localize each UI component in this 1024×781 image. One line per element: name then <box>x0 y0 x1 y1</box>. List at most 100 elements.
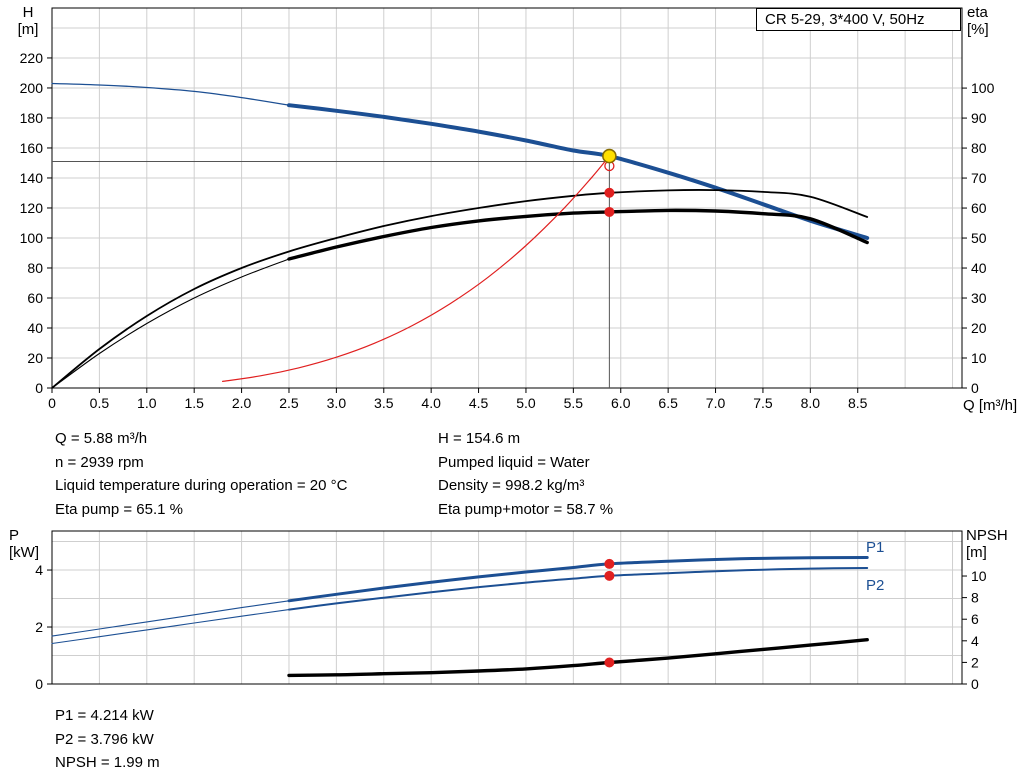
x-tick-label: 8.5 <box>848 395 868 411</box>
info-density: Density = 998.2 kg/m³ <box>438 477 585 494</box>
info-speed: n = 2939 rpm <box>55 453 144 471</box>
right-tick-label: 8 <box>971 590 979 606</box>
x-tick-label: 5.5 <box>564 395 584 411</box>
p2-point <box>604 570 615 581</box>
p2-series-label: P2 <box>866 577 885 594</box>
right-tick-label: 0 <box>971 676 979 692</box>
npsh-axis-unit: [m] <box>966 544 987 561</box>
duty-info-right: H = 154.6 m Pumped liquid = Water Densit… <box>438 427 613 521</box>
info-head: H = 154.6 m <box>438 430 521 447</box>
eta-pump-motor-curve <box>287 208 869 261</box>
x-tick-label: 4.5 <box>469 395 489 411</box>
left-tick-label: 80 <box>27 260 43 276</box>
p2-curve <box>288 567 869 611</box>
result-npsh: NPSH = 1.99 m <box>55 754 160 771</box>
right-tick-label: 70 <box>971 170 987 186</box>
x-tick-label: 8.0 <box>801 395 821 411</box>
h-axis-unit: [m] <box>17 21 39 38</box>
plot-border <box>51 7 963 389</box>
left-tick-label: 40 <box>27 320 43 336</box>
eta-axis-unit: [%] <box>967 21 989 38</box>
p-axis-title: P [kW] <box>9 527 39 561</box>
x-tick-label: 7.5 <box>753 395 773 411</box>
p2-curve-lead <box>51 609 290 645</box>
npsh-point <box>604 657 615 668</box>
eta-pump-motor-point <box>604 206 615 217</box>
x-tick-label: 6.0 <box>611 395 631 411</box>
info-eta-total: Eta pump+motor = 58.7 % <box>438 500 614 518</box>
right-tick-label: 10 <box>971 568 987 584</box>
x-tick-label: 6.5 <box>658 395 678 411</box>
p1-point <box>604 558 615 569</box>
eta-pump-curve <box>51 189 869 389</box>
left-tick-label: 0 <box>35 676 43 692</box>
left-tick-label: 220 <box>20 50 44 66</box>
right-tick-label: 80 <box>971 140 987 156</box>
x-tick-label: 4.0 <box>421 395 441 411</box>
p1-curve-lead <box>51 600 290 637</box>
info-temperature: Liquid temperature during operation = 20… <box>55 477 348 494</box>
left-tick-label: 120 <box>20 200 44 216</box>
left-tick-label: 160 <box>20 140 44 156</box>
left-tick-label: 0 <box>35 380 43 396</box>
x-tick-label: 0 <box>48 395 56 411</box>
p-axis-unit: [kW] <box>9 544 39 561</box>
right-tick-label: 30 <box>971 290 987 306</box>
right-tick-label: 10 <box>971 350 987 366</box>
left-tick-label: 100 <box>20 230 44 246</box>
x-tick-label: 2.5 <box>279 395 299 411</box>
x-tick-label: 1.5 <box>184 395 204 411</box>
right-tick-label: 0 <box>971 380 979 396</box>
right-tick-label: 40 <box>971 260 987 276</box>
left-tick-label: 20 <box>27 350 43 366</box>
right-tick-label: 4 <box>971 633 979 649</box>
right-tick-label: 90 <box>971 110 987 126</box>
left-tick-label: 180 <box>20 110 44 126</box>
h-axis-title: H [m] <box>8 4 48 38</box>
info-eta-pump: Eta pump = 65.1 % <box>55 500 183 518</box>
x-tick-label: 0.5 <box>90 395 110 411</box>
plot-border <box>51 530 963 685</box>
x-tick-label: 5.0 <box>516 395 536 411</box>
x-tick-label: 3.5 <box>374 395 394 411</box>
p1-series-label: P1 <box>866 539 885 556</box>
info-flow: Q = 5.88 m³/h <box>55 430 148 447</box>
left-tick-label: 2 <box>35 619 43 635</box>
p-axis-symbol: P <box>9 527 20 544</box>
system-curve <box>222 155 610 382</box>
x-tick-label: 3.0 <box>327 395 347 411</box>
head-curve <box>287 103 870 240</box>
x-tick-label: 7.0 <box>706 395 726 411</box>
power-results: P1 = 4.214 kW P2 = 3.796 kW NPSH = 1.99 … <box>55 704 160 775</box>
head-curve-lead <box>51 82 290 106</box>
info-liquid: Pumped liquid = Water <box>438 453 590 471</box>
left-tick-label: 200 <box>20 80 44 96</box>
h-axis-symbol: H <box>22 4 34 21</box>
npsh-curve <box>287 638 869 678</box>
eta-pump-motor-lead <box>51 258 290 389</box>
left-tick-label: 4 <box>35 562 43 578</box>
result-p2: P2 = 3.796 kW <box>55 730 154 748</box>
pump-model-box: CR 5-29, 3*400 V, 50Hz <box>756 8 961 31</box>
right-tick-label: 100 <box>971 80 995 96</box>
x-tick-label: 1.0 <box>137 395 157 411</box>
result-p1: P1 = 4.214 kW <box>55 707 154 724</box>
right-tick-label: 50 <box>971 230 987 246</box>
x-tick-label: 2.0 <box>232 395 252 411</box>
right-tick-label: 2 <box>971 654 979 670</box>
left-tick-label: 60 <box>27 290 43 306</box>
right-tick-label: 60 <box>971 200 987 216</box>
duty-point[interactable] <box>602 148 617 164</box>
q-axis-title: Q [m³/h] <box>963 397 1018 414</box>
right-tick-label: 20 <box>971 320 987 336</box>
eta-axis-title: eta [%] <box>967 4 989 38</box>
p1-curve <box>287 556 869 603</box>
npsh-axis-title: NPSH [m] <box>966 527 1008 561</box>
eta-axis-symbol: eta <box>967 4 988 21</box>
eta-pump-point <box>604 187 615 198</box>
right-tick-label: 6 <box>971 611 979 627</box>
left-tick-label: 140 <box>20 170 44 186</box>
duty-info-left: Q = 5.88 m³/h n = 2939 rpm Liquid temper… <box>55 427 347 521</box>
